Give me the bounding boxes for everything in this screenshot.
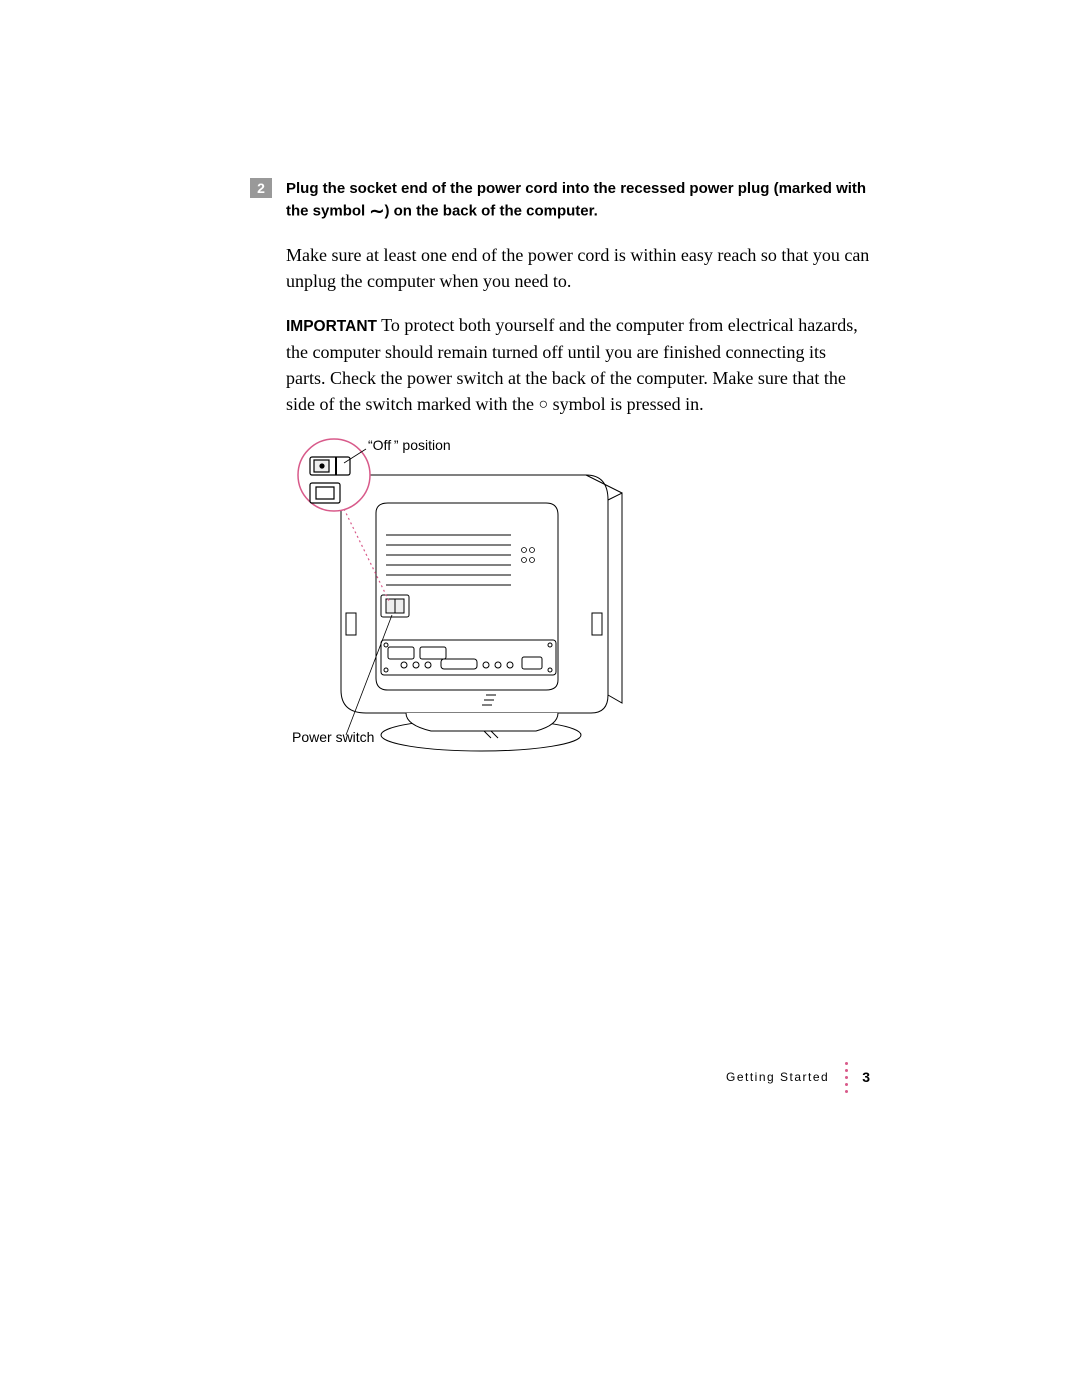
footer-dots-icon (845, 1062, 848, 1093)
callout-off-position: “Off ” position (368, 437, 451, 453)
ac-symbol-icon: ∼ (369, 201, 384, 221)
paragraph-important: IMPORTANT To protect both yourself and t… (286, 312, 870, 417)
footer-page-number: 3 (862, 1069, 870, 1085)
paragraph-reach: Make sure at least one end of the power … (286, 242, 870, 294)
footer-section-label: Getting Started (726, 1070, 829, 1084)
step-text-part2: ) on the back of the computer. (384, 203, 597, 220)
important-label: IMPORTANT (286, 318, 377, 335)
page-footer: Getting Started 3 (726, 1067, 870, 1087)
off-symbol-icon: ○ (538, 396, 548, 413)
callout-power-switch: Power switch (292, 729, 374, 745)
step-instruction: Plug the socket end of the power cord in… (286, 178, 870, 224)
page-content: 2 Plug the socket end of the power cord … (250, 178, 870, 765)
step-number-badge: 2 (250, 178, 272, 198)
important-text-part2: symbol is pressed in. (548, 394, 704, 414)
step-2-row: 2 Plug the socket end of the power cord … (250, 178, 870, 224)
computer-back-illustration (286, 435, 646, 765)
power-switch-figure: “Off ” position Power switch (286, 435, 646, 765)
